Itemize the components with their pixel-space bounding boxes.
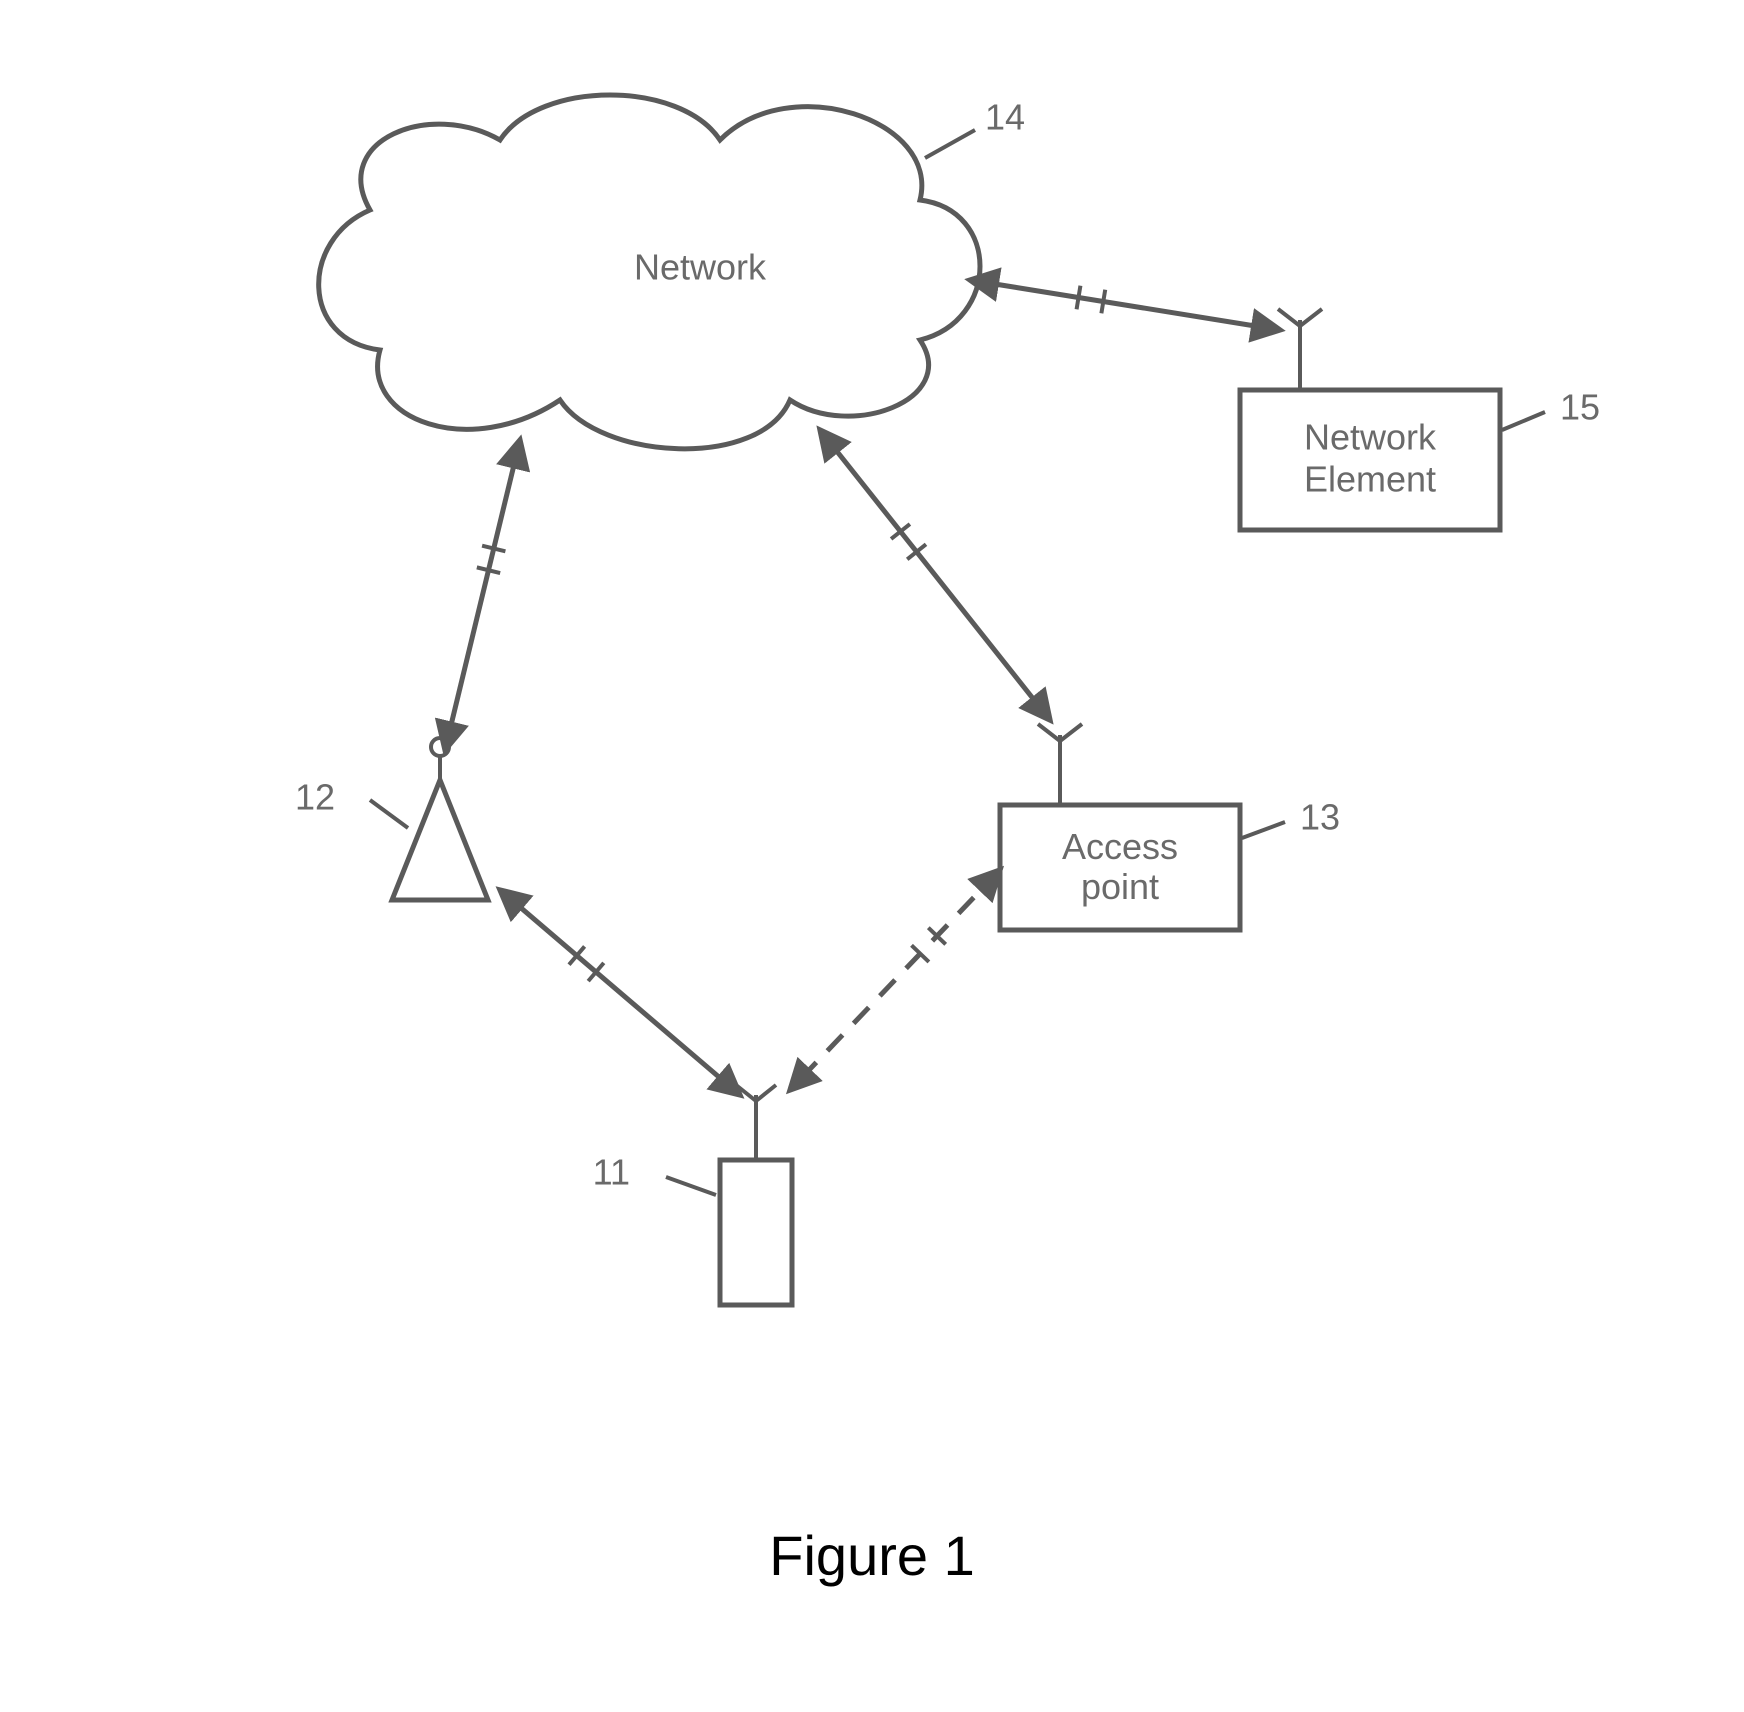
svg-text:Element: Element (1304, 459, 1436, 500)
svg-text:Network: Network (634, 247, 767, 288)
svg-text:point: point (1081, 866, 1159, 907)
svg-text:14: 14 (985, 97, 1025, 138)
svg-text:12: 12 (295, 777, 335, 818)
svg-text:Network: Network (1304, 417, 1437, 458)
svg-text:Access: Access (1062, 826, 1178, 867)
svg-text:15: 15 (1560, 387, 1600, 428)
canvas-bg (0, 0, 1744, 1712)
figure-caption: Figure 1 (769, 1524, 974, 1587)
svg-text:11: 11 (593, 1152, 630, 1193)
svg-text:13: 13 (1300, 797, 1340, 838)
